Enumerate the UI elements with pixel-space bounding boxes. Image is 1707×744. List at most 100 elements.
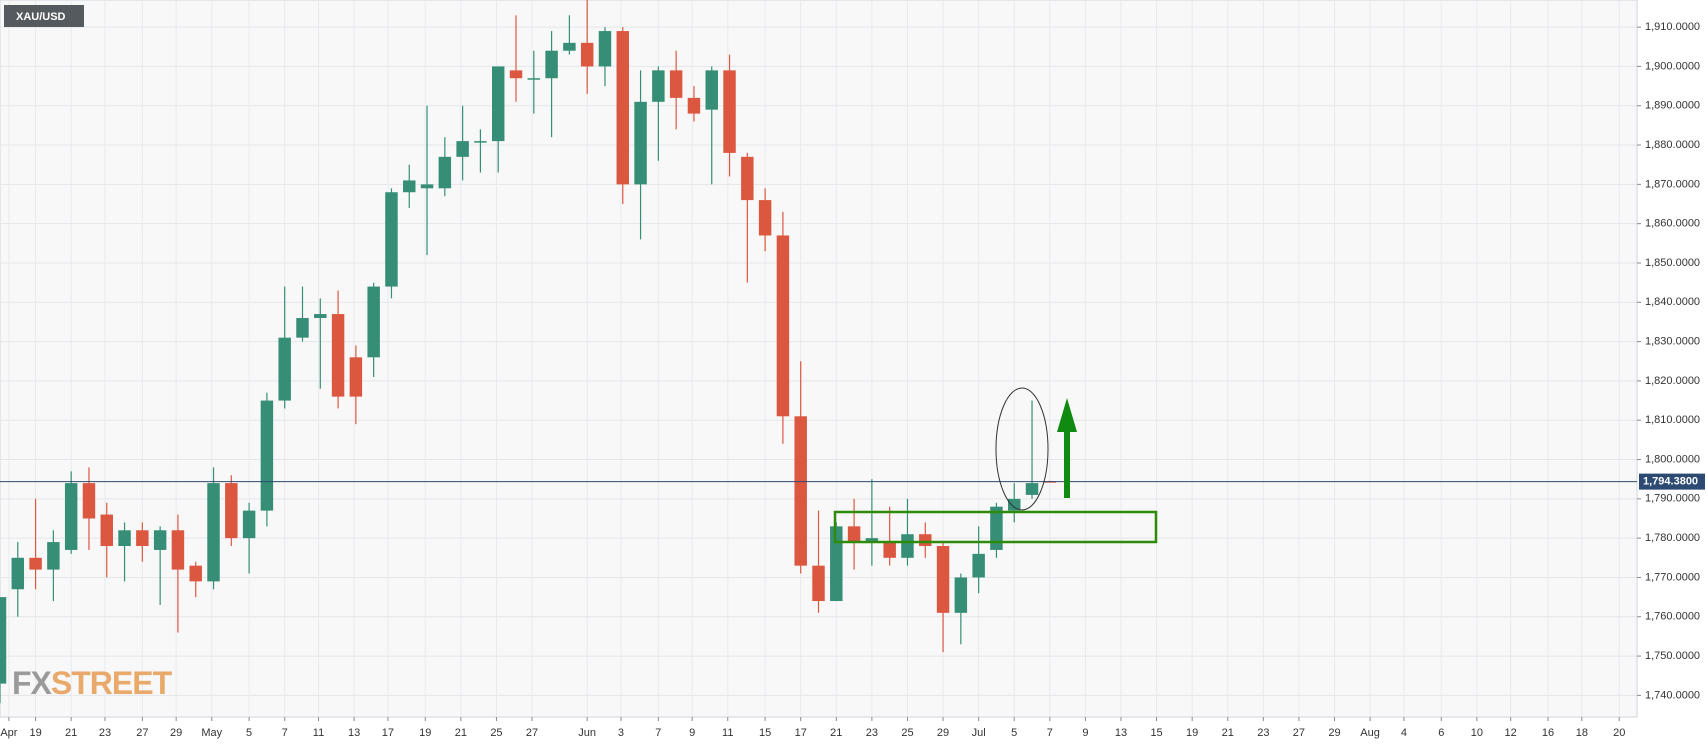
candle-body xyxy=(100,514,113,547)
x-tick-label: 11 xyxy=(313,727,324,739)
x-tick-label: 21 xyxy=(830,727,842,739)
candle-body xyxy=(1008,498,1021,511)
x-tick-label: 7 xyxy=(655,727,661,739)
candle-body xyxy=(420,184,434,189)
candle-body xyxy=(82,483,96,519)
x-tick-label: 20 xyxy=(1613,727,1625,739)
candle-body xyxy=(296,318,309,338)
candle-body xyxy=(153,530,167,550)
candle-body xyxy=(385,192,398,287)
x-tick-label: 7 xyxy=(1047,727,1053,739)
y-tick-label: 1,740.0000 xyxy=(1645,689,1700,701)
candle-body xyxy=(225,483,238,539)
candle-body xyxy=(29,557,42,570)
x-tick-label: Jun xyxy=(578,727,596,739)
candle-body xyxy=(11,557,25,590)
candle-body xyxy=(47,542,60,570)
y-tick-label: 1,880.0000 xyxy=(1645,139,1700,151)
x-tick-label: 10 xyxy=(1471,727,1483,739)
x-tick-label: 9 xyxy=(1082,727,1088,739)
candle-body xyxy=(990,506,1003,550)
x-tick-label: 9 xyxy=(689,727,695,739)
y-tick-label: 1,850.0000 xyxy=(1645,257,1700,269)
support-box xyxy=(833,510,1158,544)
candle-body xyxy=(314,314,327,319)
x-tick-label: 4 xyxy=(1401,727,1407,739)
x-tick-label: 5 xyxy=(1011,727,1017,739)
y-tick-label: 1,780.0000 xyxy=(1645,532,1700,544)
candle-body xyxy=(403,180,416,193)
candle-body xyxy=(919,534,932,547)
candle-body xyxy=(847,526,861,543)
y-tick-label: 1,800.0000 xyxy=(1645,453,1700,465)
x-tick-label: 13 xyxy=(1115,727,1127,739)
candle-body xyxy=(776,235,790,417)
x-tick-label: 23 xyxy=(1257,727,1269,739)
x-tick-label: 29 xyxy=(1328,727,1340,739)
candle-body xyxy=(865,538,879,543)
candle-body xyxy=(634,101,647,185)
y-tick-label: 1,770.0000 xyxy=(1645,571,1700,583)
candle-body xyxy=(1025,483,1039,495)
symbol-box xyxy=(4,5,84,27)
x-tick-label: 6 xyxy=(1438,727,1444,739)
y-tick-label: 1,900.0000 xyxy=(1645,60,1700,72)
candle-body xyxy=(509,70,523,79)
candle-body xyxy=(0,597,7,684)
x-tick-label: 21 xyxy=(65,727,77,739)
x-tick-label: 19 xyxy=(419,727,431,739)
x-tick-label: 23 xyxy=(99,727,111,739)
y-tick-label: 1,890.0000 xyxy=(1645,100,1700,112)
x-tick-label: 21 xyxy=(1222,727,1234,739)
x-tick-label: 17 xyxy=(382,727,394,739)
candle-body xyxy=(616,31,629,185)
candle-body xyxy=(456,141,469,157)
x-tick-label: May xyxy=(201,727,222,739)
y-tick-label: 1,790.0000 xyxy=(1645,493,1700,505)
y-tick-label: 1,910.0000 xyxy=(1645,21,1700,33)
x-tick-label: 23 xyxy=(866,727,878,739)
x-tick-label: 25 xyxy=(901,727,913,739)
candle-body xyxy=(883,542,896,558)
last-price-label: 1,794.3800 xyxy=(1643,476,1698,488)
arrow-head xyxy=(1057,398,1077,432)
candle-body xyxy=(687,97,701,114)
axes: 1,740.0000 1,750.0000 1,760.0000 1,770.0000… xyxy=(0,21,1705,739)
candle-body xyxy=(758,200,772,236)
candle-body xyxy=(794,416,807,566)
x-tick-label: 19 xyxy=(1186,727,1198,739)
x-tick-label: 11 xyxy=(722,727,733,739)
x-tick-label: 7 xyxy=(282,727,288,739)
x-tick-label: 16 xyxy=(1542,727,1554,739)
candle-body xyxy=(652,70,665,102)
candle-body xyxy=(545,50,558,79)
candle-body xyxy=(901,534,914,558)
watermark: FXSTREET xyxy=(12,665,173,701)
candle-body xyxy=(936,546,950,613)
x-tick-label: 12 xyxy=(1505,727,1517,739)
y-tick-label: 1,830.0000 xyxy=(1645,336,1700,348)
x-tick-label: 3 xyxy=(618,727,624,739)
candle-body xyxy=(580,42,594,67)
highlight-ellipse xyxy=(995,387,1049,511)
candle-body xyxy=(242,510,256,539)
x-tick-label: 27 xyxy=(526,727,538,739)
candle-body xyxy=(669,70,683,98)
y-tick-label: 1,840.0000 xyxy=(1645,296,1700,308)
candle-body xyxy=(64,483,78,550)
candle-body xyxy=(598,31,612,67)
watermark-street: STREET xyxy=(51,665,173,701)
x-tick-label: 29 xyxy=(170,727,182,739)
x-tick-label: Jul xyxy=(972,727,986,739)
candle-body xyxy=(349,357,363,397)
x-tick-label: 21 xyxy=(455,727,467,739)
candle-body xyxy=(723,70,736,153)
candle-body xyxy=(207,483,220,582)
x-tick-label: 19 xyxy=(29,727,41,739)
candle-body xyxy=(812,565,825,602)
candle-body xyxy=(972,553,985,578)
y-tick-label: 1,860.0000 xyxy=(1645,218,1700,230)
candle-body xyxy=(830,526,843,602)
